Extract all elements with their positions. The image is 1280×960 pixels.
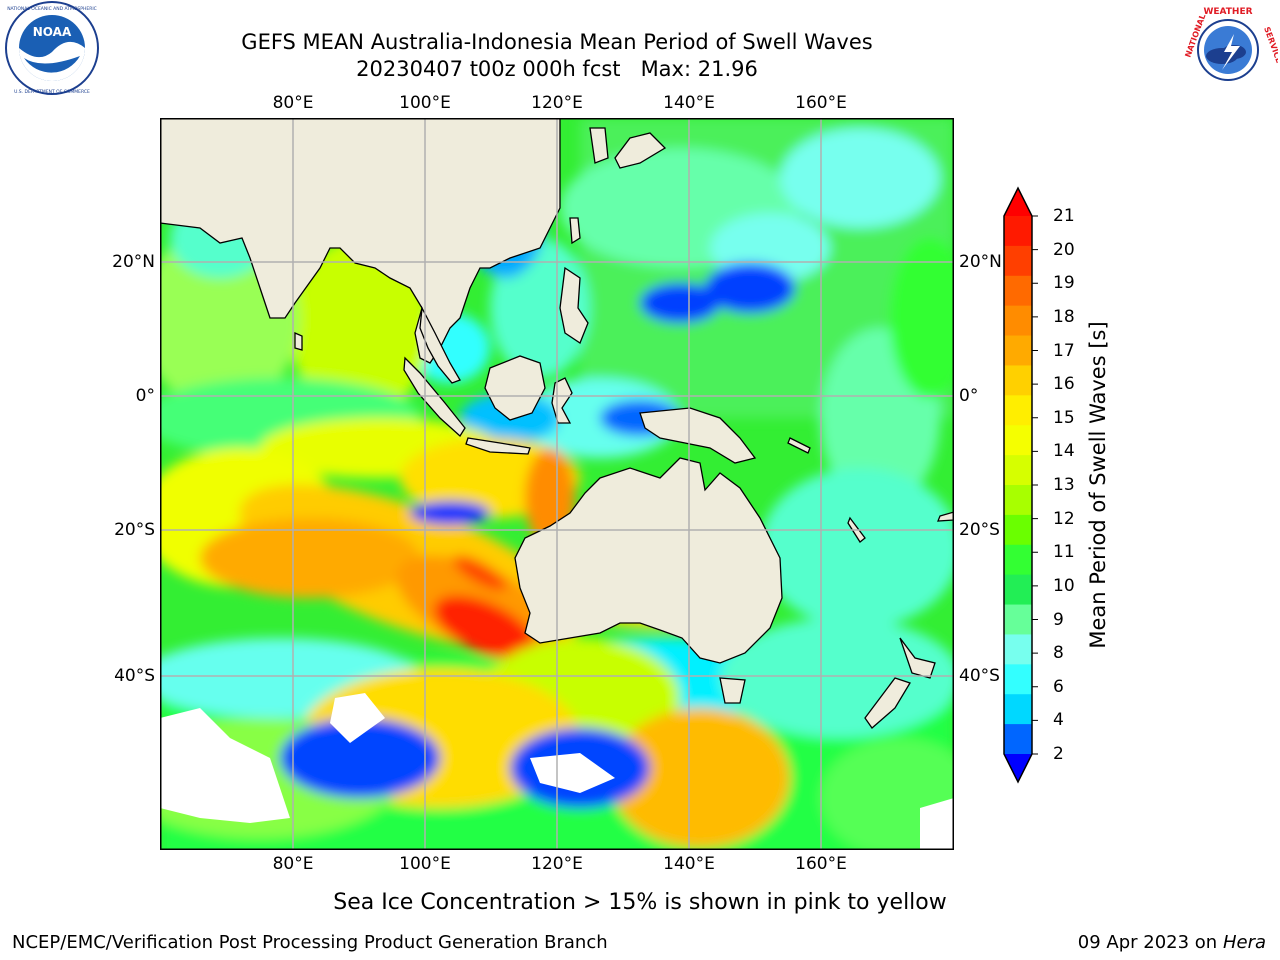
colorbar-segment xyxy=(1004,574,1032,606)
lat-label-right: 0° xyxy=(959,386,979,406)
colorbar-segment xyxy=(1004,455,1032,486)
footer-machine: Hera xyxy=(1222,932,1266,953)
lat-label-right: 40°S xyxy=(959,666,1000,686)
land-masses xyxy=(160,118,954,729)
colorbar-segment xyxy=(1004,694,1032,725)
lon-label-top: 160°E xyxy=(795,93,847,113)
colorbar-segment xyxy=(1004,305,1032,337)
colorbar-tick-label: 2 xyxy=(1053,744,1064,764)
lon-label-top: 80°E xyxy=(272,93,314,113)
colorbar-label: Mean Period of Swell Waves [s] xyxy=(1086,321,1110,649)
footer-date: 09 Apr 2023 on xyxy=(1077,932,1218,953)
swell-period-map xyxy=(160,118,954,850)
colorbar-segment xyxy=(1004,544,1032,576)
colorbar-segment xyxy=(1004,724,1032,755)
colorbar-tick-label: 21 xyxy=(1053,206,1075,226)
colorbar-tick-label: 9 xyxy=(1053,609,1064,630)
colorbar-tick-label: 4 xyxy=(1053,710,1064,731)
map-title: GEFS MEAN Australia-Indonesia Mean Perio… xyxy=(241,30,873,54)
colorbar-tick-label: 20 xyxy=(1053,239,1075,260)
footer-timestamp: 09 Apr 2023 on Hera xyxy=(1078,932,1266,953)
lon-label-bottom: 80°E xyxy=(272,854,314,874)
colorbar-tick-label: 13 xyxy=(1053,475,1075,495)
lat-label-left: 40°S xyxy=(114,666,155,686)
lon-label-top: 140°E xyxy=(663,93,715,113)
colorbar-tick-label: 16 xyxy=(1053,374,1075,395)
lon-label-top: 120°E xyxy=(531,93,583,113)
colorbar-segment xyxy=(1004,395,1032,426)
colorbar-tick-label: 6 xyxy=(1053,676,1064,697)
lat-label-right: 20°S xyxy=(959,520,1000,540)
svg-text:U.S. DEPARTMENT OF COMMERCE: U.S. DEPARTMENT OF COMMERCE xyxy=(14,89,90,95)
colorbar-tick-label: 14 xyxy=(1053,441,1075,462)
colorbar-extend-top xyxy=(1004,188,1032,216)
lat-label-left: 0° xyxy=(135,386,155,406)
footer-credit: NCEP/EMC/Verification Post Processing Pr… xyxy=(12,932,608,953)
colorbar-tick-label: 11 xyxy=(1053,542,1075,563)
lat-label-right: 20°N xyxy=(959,252,1002,272)
svg-text:NOAA: NOAA xyxy=(33,25,72,39)
colorbar-tick-label: 18 xyxy=(1053,306,1075,327)
map-subtitle: 20230407 t00z 000h fcst Max: 21.96 xyxy=(356,57,758,81)
lon-label-bottom: 160°E xyxy=(795,854,847,874)
colorbar xyxy=(1003,186,1038,784)
svg-text:NATIONAL OCEANIC AND ATMOSPHER: NATIONAL OCEANIC AND ATMOSPHERIC xyxy=(7,6,97,12)
colorbar-segment xyxy=(1004,514,1032,546)
nws-logo: WEATHER NATIONAL SERVICE xyxy=(1182,2,1278,94)
map-border xyxy=(160,118,954,850)
lon-label-bottom: 120°E xyxy=(531,854,583,874)
sea-ice-note: Sea Ice Concentration > 15% is shown in … xyxy=(333,890,947,915)
colorbar-tick-label: 12 xyxy=(1053,508,1075,529)
colorbar-tick-label: 8 xyxy=(1053,643,1064,664)
colorbar-extend-bottom xyxy=(1004,754,1032,782)
colorbar-tick-label: 19 xyxy=(1053,273,1075,294)
colorbar-tick-label: 17 xyxy=(1053,340,1075,361)
lon-label-bottom: 100°E xyxy=(399,854,451,874)
lat-label-left: 20°S xyxy=(114,520,155,540)
svg-text:WEATHER: WEATHER xyxy=(1203,7,1252,17)
lat-label-left: 20°N xyxy=(112,252,155,272)
sea-ice-regions xyxy=(160,693,954,850)
colorbar-tick-label: 15 xyxy=(1053,407,1075,428)
colorbar-segment xyxy=(1004,634,1032,665)
colorbar-tick-label: 10 xyxy=(1053,575,1075,596)
colorbar-segment xyxy=(1004,425,1032,456)
lon-label-top: 100°E xyxy=(399,93,451,113)
colorbar-segment xyxy=(1004,216,1032,247)
colorbar-segment xyxy=(1004,365,1032,396)
graticule xyxy=(160,118,954,850)
lon-label-bottom: 140°E xyxy=(663,854,715,874)
colorbar-segment xyxy=(1004,604,1032,635)
colorbar-segment xyxy=(1004,664,1032,695)
colorbar-segment xyxy=(1004,485,1032,516)
colorbar-segment xyxy=(1004,335,1032,366)
colorbar-segment xyxy=(1004,275,1032,307)
colorbar-segment xyxy=(1004,245,1032,277)
noaa-logo: NOAA NATIONAL OCEANIC AND ATMOSPHERIC U.… xyxy=(5,1,99,95)
